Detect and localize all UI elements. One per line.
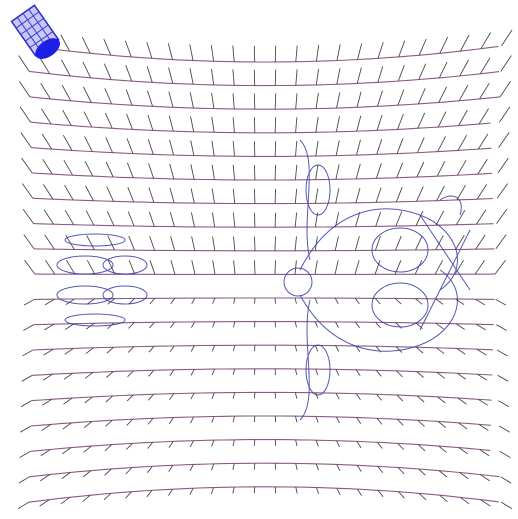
field-vector	[275, 440, 276, 446]
field-vector	[275, 165, 276, 180]
field-vector	[254, 189, 255, 204]
field-vector	[254, 369, 255, 375]
field-vector	[255, 260, 256, 274]
field-vector	[275, 189, 276, 204]
field-vector	[275, 369, 276, 375]
field-vector	[254, 463, 255, 469]
field-vector	[275, 463, 276, 469]
field-visualization	[0, 0, 518, 519]
field-vector	[254, 392, 255, 398]
field-vector	[255, 298, 256, 304]
page: (() => { JSON.parse(document.getElementB…	[0, 0, 518, 519]
field-vector	[275, 260, 276, 274]
field-vector	[275, 237, 276, 251]
field-vector	[255, 237, 256, 251]
field-vector	[275, 298, 276, 304]
field-vector	[254, 165, 255, 180]
field-vector	[254, 440, 255, 446]
field-vector	[275, 392, 276, 398]
field-vector	[254, 94, 255, 110]
field-vector	[275, 94, 276, 110]
